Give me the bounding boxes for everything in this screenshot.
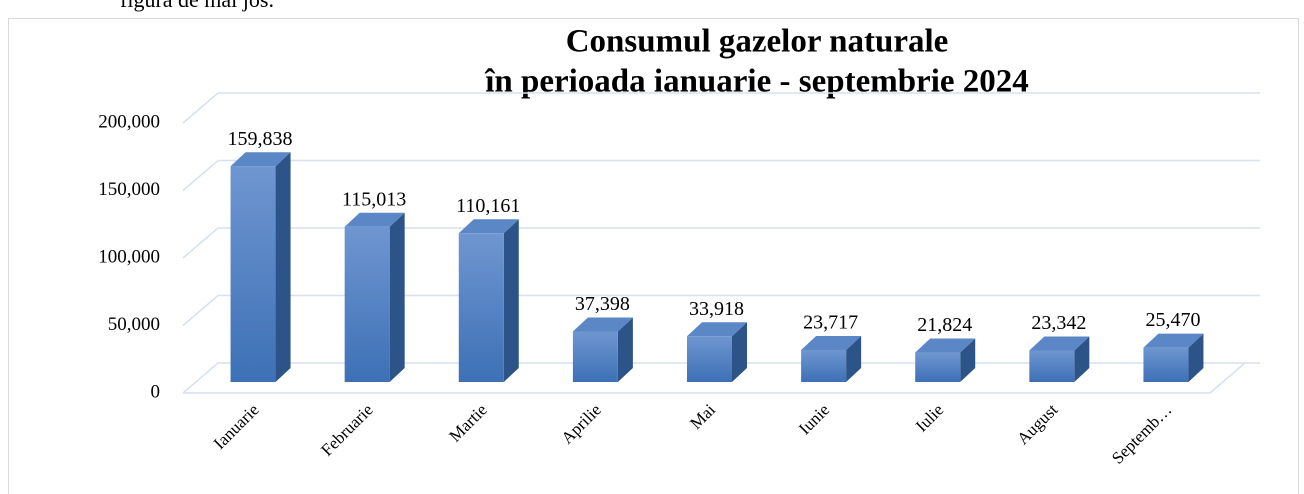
bar-top [915,338,976,353]
floor-edge [1209,362,1246,394]
data-label: 33,918 [689,298,744,320]
bar-top [572,317,633,332]
bar-top [458,219,519,234]
y-tick-label: 200,000 [98,111,160,132]
y-tick-label: 150,000 [98,179,160,200]
bar [915,352,961,382]
data-label: 37,398 [575,293,630,315]
x-tick-label: August [1013,400,1061,448]
bar-top [687,322,747,337]
bar-side [846,335,862,382]
bar-top [1143,333,1204,348]
bar-side [503,219,519,382]
bar [572,331,618,382]
chart-border [8,18,1299,494]
x-tick-label: Iunie [795,400,833,438]
bar-side [389,212,405,382]
data-label: 21,824 [917,314,972,336]
chart-subtitle: în perioada ianuarie - septembrie 2024 [484,64,1029,100]
grid-line [182,159,1260,192]
bar-top [344,212,405,227]
chart-title: Consumul gazelor naturale [566,24,949,60]
bar-side [732,322,747,382]
y-tick-label: 100,000 [98,246,160,267]
data-label: 115,013 [342,188,406,210]
grid-line [182,362,1260,394]
bar-top [801,335,862,350]
data-label: 159,838 [228,128,293,150]
bar [687,336,732,382]
bar-side [960,338,976,382]
x-tick-label: Aprilie [557,400,604,447]
bar-top [1029,336,1090,351]
bar-side [1188,333,1204,382]
page-text: figura de mai jos. [120,0,274,12]
x-tick-label: Februarie [317,400,376,459]
bar [344,226,390,382]
data-label: 23,717 [803,312,858,334]
grid-line [182,227,1260,259]
x-tick-label: Septemb… [1108,400,1176,468]
bar [230,166,276,382]
y-tick-label: 50,000 [108,314,160,335]
data-label: 110,161 [456,195,520,217]
data-label: 25,470 [1145,309,1200,331]
data-label: 23,342 [1031,312,1086,334]
bar-side [1074,336,1090,382]
y-tick-label: 0 [151,381,161,402]
bar-top [230,152,291,167]
bar-side [617,317,633,382]
x-tick-label: Martie [445,400,490,445]
bar [801,349,847,382]
bar [1029,350,1075,382]
x-tick-label: Iulie [912,400,947,435]
bar [1143,347,1189,382]
bar-side [275,152,291,382]
grid-line [182,92,1260,124]
grid-line [182,294,1260,327]
x-tick-label: Ianuarie [210,400,263,453]
x-tick-label: Mai [686,400,719,433]
bar [458,233,504,382]
